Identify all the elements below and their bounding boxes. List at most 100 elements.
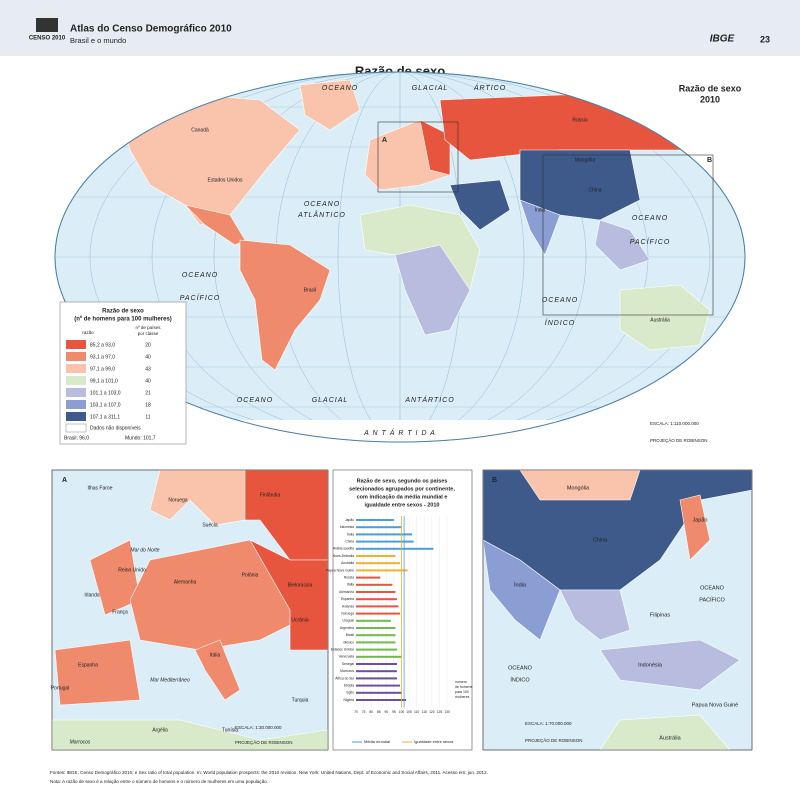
bar [356,663,397,665]
inset-label: Finlândia [260,492,281,498]
inset-label: Itália [210,652,221,658]
legend-swatch [65,423,87,433]
header-title: Atlas do Censo Demográfico 2010 [70,24,232,35]
land [239,239,331,371]
inset-label: Espanha [78,662,98,668]
legend-range: 103,1 a 107,0 [90,402,121,408]
ocean-label: GLACIAL [412,85,449,92]
land [599,639,741,691]
bar [356,612,400,615]
bar [356,526,402,529]
ocean-label: OCEANO [304,201,340,208]
unit-label: número [455,680,467,684]
inset-b-frame [482,469,753,751]
inset-label: China [593,537,608,543]
bar [356,547,434,550]
x-tick-label: 100 [399,710,405,714]
inset-label: Bielorússia [288,582,313,588]
side-title: Razão de sexo [679,83,742,93]
legend-count: 40 [145,354,151,360]
y-tick-label: Senegal [342,662,354,666]
inset-label: PACÍFICO [699,596,725,603]
inset-label: Mongólia [567,485,590,491]
y-tick-label: China [345,539,354,543]
inset-label: Austrália [659,735,681,741]
legend-swatch [66,376,86,385]
ocean-label: A N T Á R T I D A [363,428,436,437]
ocean-label: OCEANO [237,397,273,404]
land [599,714,731,750]
inset-label: Suécia [202,522,218,528]
y-tick-label: África do Sul [335,676,354,680]
inset-label: Mar Mediterrâneo [150,677,190,683]
y-tick-label: Itália [347,583,354,587]
bar [356,583,393,586]
ocean-label: GLACIAL [312,397,349,404]
y-tick-label: Arábia saudita [333,547,354,551]
land [54,639,141,706]
legend-swatch [66,400,86,409]
y-tick-label: Noruega [341,611,354,615]
bar [356,670,397,673]
land [419,119,451,176]
y-tick-label: Rússia [344,575,354,579]
ocean-label: PACÍFICO [630,237,671,246]
legend-header: por classe [138,331,159,336]
inset-label: Filipinas [650,612,670,618]
projection-text: PROJEÇÃO DE ROBINSON [525,737,583,743]
place-label: Brasil [304,287,317,293]
inset-label: Japão [693,517,708,523]
bar [356,533,413,536]
x-tick-label: 125 [437,710,443,714]
inset-label: OCEANO [508,665,533,671]
ocean-label: OCEANO [322,85,358,92]
inset-mark: A [382,137,387,144]
bar [356,562,400,565]
legend-title: Razão de sexo [102,309,144,315]
inset-label: Ucrânia [291,617,308,623]
inset-label: Reino Unido [118,567,146,573]
place-label: Rússia [572,117,588,123]
side-title: 2010 [700,94,720,104]
chart-title: selecionados agrupados por continente, [349,486,455,492]
ocean-label: ANTÁRTICO [404,395,454,404]
ocean-label: ÍNDICO [545,318,576,327]
ocean-label: PACÍFICO [180,293,221,302]
logo-mark [36,18,58,32]
legend-count: 11 [145,414,150,420]
legend-mundo: Mundo: 101,7 [125,435,156,441]
y-tick-label: Nigéria [344,698,355,702]
y-tick-label: Indonésia [340,525,354,529]
land [619,284,711,351]
land [119,94,301,226]
inset-frame-a [377,121,459,193]
inset-label: Índia [514,581,527,588]
legend-range: 107,1 a 311,1 [90,414,120,420]
y-tick-label: Alemanha [339,590,354,594]
x-tick-label: 110 [414,710,419,714]
x-tick-label: 75 [362,710,366,714]
bar [356,634,396,637]
footer-sources: Fontes: IBGE, Censo Demográfico 2010; e … [50,770,488,775]
x-tick-label: 70 [354,710,358,714]
unit-label: para 100 [455,690,469,694]
legend-count: 43 [145,366,151,372]
x-tick-label: 85 [377,710,381,714]
legend-title: (nº de homens para 100 mulheres) [74,317,172,323]
inset-a-land [52,470,328,750]
projection-text: PROJEÇÃO DE ROBINSON [235,739,293,745]
legend-swatch [66,412,86,421]
x-tick-label: 80 [369,710,373,714]
legend-count: 40 [145,378,151,384]
land [249,539,328,651]
bar [356,605,399,608]
land [394,244,471,336]
header-subtitle: Brasil e o mundo [70,36,126,45]
legend-swatch [66,352,86,361]
inset-label: Irlanda [84,592,100,598]
legend-count: 20 [145,342,151,348]
place-label: Índia [535,206,546,213]
y-tick-label: Índia [347,532,354,536]
inset-a-frame [51,469,329,751]
map-border [54,71,746,443]
